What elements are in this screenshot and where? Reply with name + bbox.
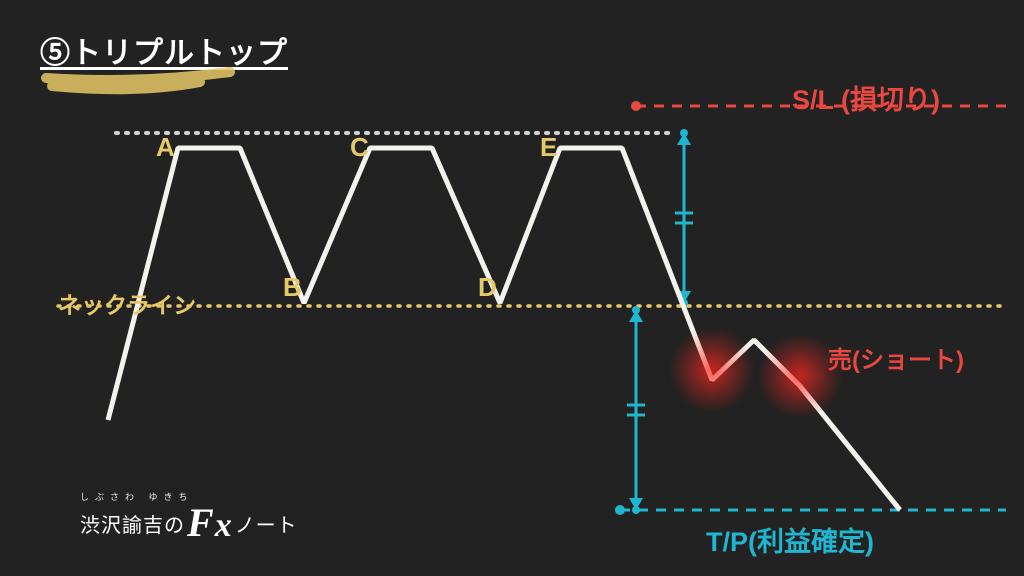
peak-label-b: B — [283, 272, 302, 303]
brand-text-right: ノート — [235, 509, 298, 538]
stop-loss-dot — [631, 101, 641, 111]
brand-text-left: 渋沢諭吉の — [80, 509, 185, 538]
brand-fx-logo: Fx — [187, 507, 233, 539]
title-underline-brush — [46, 72, 230, 89]
measure-arrow-upper — [675, 129, 693, 307]
price-path — [108, 148, 900, 510]
take-profit-label: T/P(利益確定) — [706, 520, 874, 559]
peak-label-a: A — [156, 132, 175, 163]
short-entry-label: 売(ショート) — [828, 340, 964, 375]
neckline-label: ネックライン — [58, 286, 196, 320]
peak-label-d: D — [478, 272, 497, 303]
measure-arrow-lower — [627, 306, 645, 514]
diagram-title: ⑤トリプルトップ — [40, 28, 288, 72]
take-profit-dot — [615, 505, 625, 515]
stop-loss-label: S/L (損切り) — [792, 78, 940, 117]
brand-watermark: しぶさわ ゆきち 渋沢諭吉の Fx ノート — [80, 490, 298, 538]
peak-label-c: C — [350, 132, 369, 163]
entry-glow-1 — [670, 328, 754, 412]
peak-label-e: E — [540, 132, 557, 163]
diagram-stage: ⑤トリプルトップ ネックライン S/L (損切り) T/P(利益確定) 売(ショ… — [0, 0, 1024, 576]
